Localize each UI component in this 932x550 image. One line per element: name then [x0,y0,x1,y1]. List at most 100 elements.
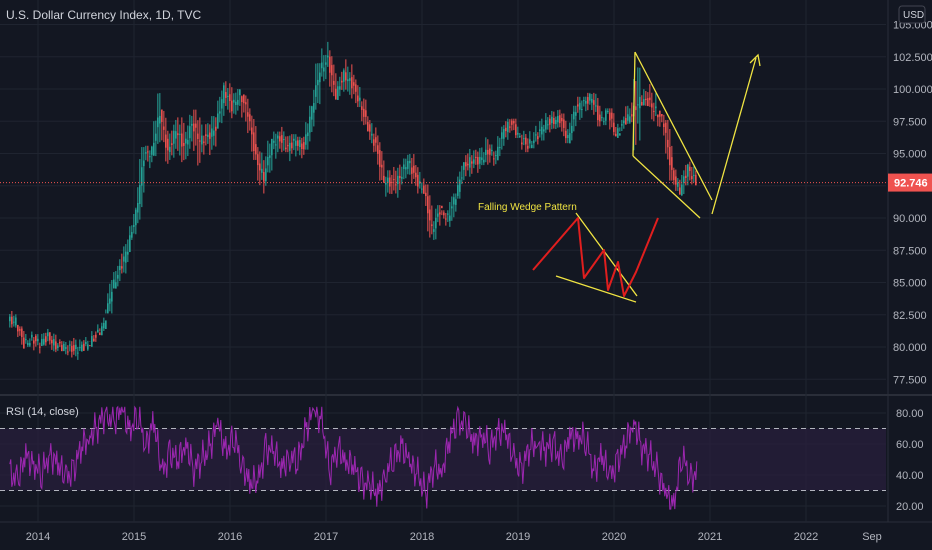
currency-button[interactable]: USD [898,5,926,24]
chart-title: U.S. Dollar Currency Index, 1D, TVC [6,8,202,22]
candle-body [223,85,225,104]
candle-body [191,123,193,126]
candle-body [219,111,221,114]
candle-body [331,65,333,76]
candle-body [41,338,43,347]
candle-body [65,347,67,349]
candle-body [257,154,259,166]
candle-body [27,342,29,346]
candle-body [551,116,553,124]
candle-body [365,110,367,117]
candle-body [399,175,401,179]
candle-body [665,122,667,133]
candle-body [353,82,355,86]
time-tick-label: 2015 [122,531,146,543]
candle-body [671,157,673,170]
candle-body [211,128,213,137]
price-tick-label: 80.000 [893,342,927,354]
rsi-axis[interactable]: 20.00 40.00 60.00 80.00 [896,408,924,513]
candle-body [299,139,301,148]
candle-body [63,343,65,352]
candle-body [485,149,487,155]
candle-body [521,142,523,145]
breakout-arrow-line [711,57,757,215]
currency-button-label[interactable]: USD [903,10,924,21]
candle-body [269,155,271,158]
candle-body [451,206,453,209]
candle-body [511,120,513,125]
candle-body [565,130,567,139]
candle-body [323,67,325,72]
candle-body [9,316,11,322]
time-axis[interactable]: 2014 2015 2016 2017 2018 2019 2020 2021 2022 Sep [26,531,882,543]
candle-body [629,116,631,123]
candle-body [125,251,127,263]
candle-body [525,137,527,145]
price-tick-label: 102.500 [893,52,932,64]
candle-body [199,140,201,142]
candle-body [329,56,331,73]
candle-body [343,70,345,82]
candle-body [291,142,293,149]
candle-body [693,174,695,176]
candle-body [217,113,219,129]
candle-body [11,316,13,325]
candle-body [371,133,373,136]
candle-body [573,111,575,120]
candle-body [113,279,115,289]
candle-body [641,102,643,106]
candle-body [547,124,549,126]
candle-body [581,108,583,110]
candle-body [277,135,279,139]
candle-body [659,110,661,117]
candle-body [473,159,475,164]
candle-body [593,100,595,105]
price-tick-label: 85.000 [893,278,927,290]
candle-body [335,88,337,100]
candle-body [235,101,237,106]
candle-body [345,72,347,81]
candle-body [569,133,571,144]
candle-body [389,177,391,187]
candle-body [85,341,87,345]
candle-body [155,133,157,141]
candle-body [601,117,603,119]
candle-body [51,339,53,344]
illustration-price-path [532,217,659,297]
rsi-label: RSI (14, close) [6,406,79,418]
candle-body [441,205,443,209]
candle-body [143,160,145,167]
candle-body [213,130,215,136]
candle-body [475,156,477,158]
candle-body [117,274,119,279]
candle-body [647,98,649,107]
candle-body [539,129,541,131]
candle-body [567,135,569,139]
candle-body [387,177,389,183]
candle-body [639,96,641,109]
candle-body [225,92,227,98]
breakout-arrow-head [749,53,761,67]
candle-body [599,114,601,122]
candle-body [487,149,489,155]
candle-body [327,55,329,58]
candle-body [17,324,19,332]
candle-body [377,145,379,154]
candle-body [605,110,607,121]
rsi-series-line [9,405,698,510]
last-price-tag [888,173,932,192]
price-tick-label: 97.500 [893,116,927,128]
candle-body [495,154,497,157]
price-axis[interactable]: 77.50080.00082.50085.00087.50090.00092.5… [888,20,932,387]
candle-body [79,347,81,349]
candle-body [583,100,585,102]
candle-body [55,341,57,350]
candle-body [579,102,581,110]
candle-body [661,114,663,117]
candle-body [337,86,339,100]
candle-body [559,115,561,124]
price-tick-label: 100.000 [893,84,932,96]
time-tick-label: 2018 [410,531,434,543]
candle-body [561,117,563,122]
candle-body [439,212,441,215]
